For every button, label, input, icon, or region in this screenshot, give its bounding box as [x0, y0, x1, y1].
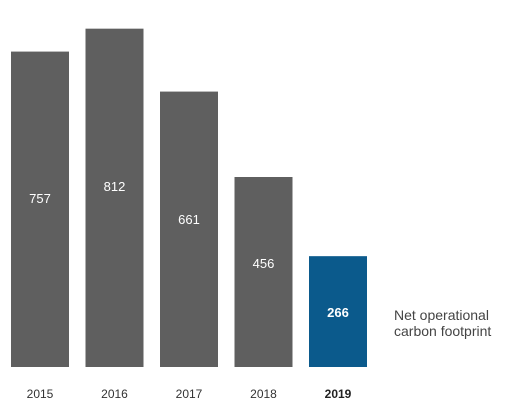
value-labels-group: 757 812 661 456 266 [29, 179, 349, 320]
bar-value-label-2018: 456 [253, 256, 275, 271]
bar-value-label-2016: 812 [104, 179, 126, 194]
bar-2017 [160, 91, 218, 367]
x-tick-label-2016: 2016 [101, 387, 128, 401]
annotation-line-1: Net operational [394, 307, 489, 323]
bar-value-label-2019: 266 [327, 305, 349, 320]
bar-2015 [11, 51, 69, 367]
annotation-line-2: carbon footprint [394, 323, 491, 339]
x-tick-label-2015: 2015 [27, 387, 54, 401]
x-tick-labels-group: 2015 2016 2017 2018 2019 [27, 387, 352, 401]
bar-value-label-2015: 757 [29, 191, 51, 206]
bar-2019 [309, 256, 367, 367]
x-tick-label-2018: 2018 [250, 387, 277, 401]
bar-2016 [85, 28, 144, 368]
bar-2018 [234, 177, 293, 367]
bar-value-label-2017: 661 [178, 212, 200, 227]
x-tick-label-2017: 2017 [176, 387, 203, 401]
x-tick-label-2019: 2019 [325, 387, 352, 401]
bars-group [11, 28, 367, 368]
